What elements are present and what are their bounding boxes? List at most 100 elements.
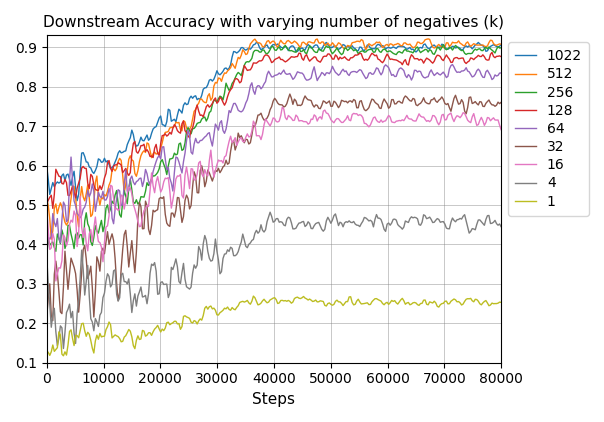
Line: 16: 16	[47, 107, 501, 281]
16	[315, 115, 323, 120]
64	[313, 78, 321, 83]
256	[457, 47, 464, 52]
1	[316, 298, 324, 303]
4	[266, 210, 274, 215]
Title: Downstream Accuracy with varying number of negatives (k): Downstream Accuracy with varying number …	[43, 15, 504, 30]
1022	[45, 177, 52, 182]
1	[324, 301, 332, 306]
1	[45, 350, 52, 355]
Line: 1022: 1022	[47, 42, 501, 201]
256	[45, 237, 52, 242]
X-axis label: Steps: Steps	[252, 392, 295, 407]
1	[498, 300, 505, 305]
512	[45, 203, 52, 208]
4	[458, 216, 465, 222]
64	[457, 70, 464, 75]
64	[312, 72, 320, 77]
1	[43, 348, 50, 353]
Line: 256: 256	[47, 45, 501, 256]
32	[43, 314, 50, 319]
512	[315, 40, 323, 45]
512	[425, 36, 432, 41]
256	[440, 42, 447, 47]
32	[324, 100, 332, 105]
16	[278, 105, 286, 110]
16	[52, 279, 59, 284]
1022	[74, 198, 81, 203]
4	[45, 282, 52, 287]
Line: 32: 32	[47, 94, 501, 321]
1	[429, 300, 436, 306]
16	[429, 113, 436, 118]
128	[49, 206, 56, 211]
256	[313, 50, 321, 55]
128	[45, 198, 52, 203]
128	[457, 56, 464, 61]
Line: 1: 1	[47, 296, 501, 356]
128	[489, 50, 496, 55]
Legend: 1022, 512, 256, 128, 64, 32, 16, 4, 1: 1022, 512, 256, 128, 64, 32, 16, 4, 1	[508, 42, 589, 216]
512	[48, 237, 55, 242]
512	[458, 42, 465, 47]
4	[324, 215, 332, 220]
512	[313, 36, 321, 41]
4	[498, 224, 505, 229]
16	[324, 111, 332, 116]
32	[45, 296, 52, 301]
256	[43, 254, 50, 259]
1	[60, 353, 67, 358]
64	[321, 73, 329, 78]
4	[316, 223, 324, 228]
256	[321, 46, 329, 51]
128	[43, 201, 50, 206]
64	[45, 235, 52, 240]
Line: 128: 128	[47, 52, 501, 208]
4	[429, 220, 436, 225]
32	[316, 106, 324, 111]
4	[315, 220, 323, 225]
1022	[316, 48, 324, 53]
1	[458, 303, 465, 308]
128	[323, 54, 330, 59]
1	[315, 299, 323, 304]
1	[250, 294, 257, 299]
Line: 64: 64	[47, 65, 501, 254]
16	[45, 226, 52, 231]
1022	[324, 42, 332, 47]
64	[498, 70, 505, 76]
64	[426, 70, 433, 75]
32	[286, 92, 294, 97]
32	[315, 106, 323, 111]
16	[43, 206, 50, 211]
256	[426, 47, 433, 52]
128	[428, 59, 435, 64]
4	[60, 346, 67, 351]
512	[43, 196, 50, 201]
128	[313, 58, 321, 63]
512	[323, 42, 330, 47]
512	[429, 44, 436, 49]
1022	[43, 164, 50, 169]
1022	[498, 42, 505, 47]
128	[315, 59, 323, 64]
32	[49, 318, 56, 323]
Line: 4: 4	[47, 212, 501, 349]
1022	[253, 40, 260, 45]
64	[449, 62, 456, 67]
256	[312, 50, 320, 55]
16	[458, 113, 465, 118]
32	[458, 97, 465, 102]
1022	[458, 47, 465, 52]
16	[316, 114, 324, 119]
32	[429, 97, 436, 102]
4	[43, 254, 50, 259]
128	[498, 54, 505, 59]
64	[43, 252, 50, 257]
Line: 512: 512	[47, 39, 501, 239]
512	[498, 42, 505, 47]
1022	[315, 46, 323, 51]
16	[498, 127, 505, 132]
256	[498, 45, 505, 50]
32	[498, 100, 505, 105]
1022	[429, 43, 436, 48]
